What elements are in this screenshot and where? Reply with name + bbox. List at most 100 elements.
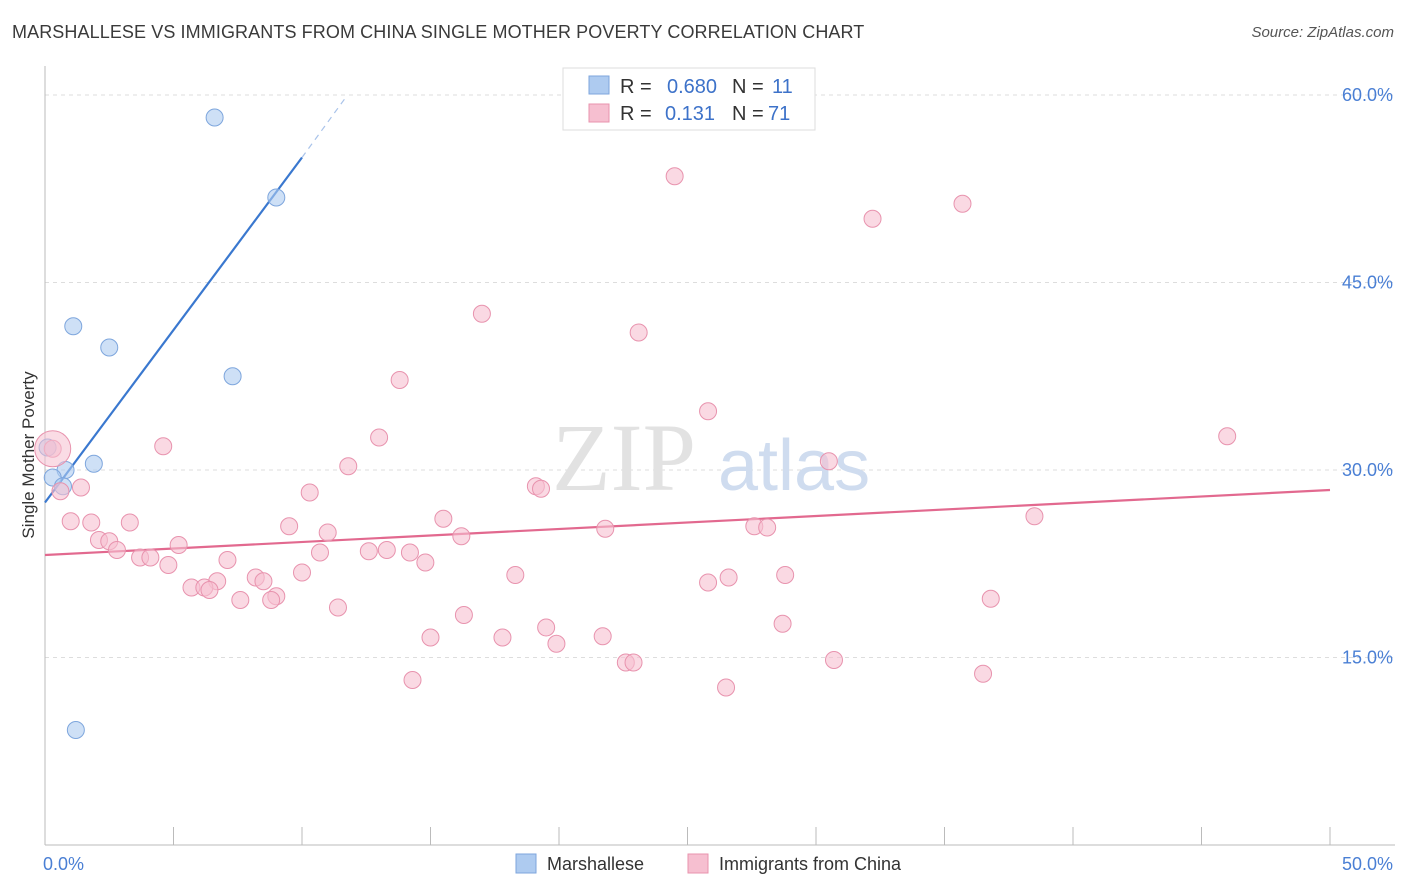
china-point-21 xyxy=(120,513,139,532)
china-point-0 xyxy=(665,167,684,186)
marshallese-point-6 xyxy=(84,454,103,473)
china-point-5 xyxy=(390,371,409,389)
china-point-60 xyxy=(537,618,556,637)
china-point-52 xyxy=(200,581,219,599)
china-point-33 xyxy=(359,542,378,561)
china-point-66 xyxy=(624,653,643,672)
china-point-69 xyxy=(403,671,422,689)
gridlines xyxy=(45,94,1395,658)
china-point-49 xyxy=(699,573,718,592)
china-point-1 xyxy=(953,194,972,213)
china-trend-line xyxy=(44,488,1331,557)
watermark: ZIP atlas xyxy=(552,404,870,511)
china-point-3 xyxy=(472,304,491,323)
china-point-23 xyxy=(280,517,299,536)
china-point-24 xyxy=(596,519,615,538)
china-point-63 xyxy=(593,627,612,646)
china-point-28 xyxy=(452,527,471,546)
bottom-legend-swatch-marshallese xyxy=(515,853,537,874)
legend-n-value-china: 71 xyxy=(768,103,790,125)
china-point-42 xyxy=(506,566,525,584)
china-point-67 xyxy=(824,651,843,669)
marshallese-point-3 xyxy=(100,338,119,357)
china-point-11 xyxy=(819,452,838,471)
marshallese-point-10 xyxy=(66,721,85,739)
y-tick-label-3: 60.0% xyxy=(1342,85,1393,105)
china-point-70 xyxy=(717,678,736,697)
china-point-20 xyxy=(82,513,101,532)
legend-swatch-china xyxy=(588,103,610,123)
chart-title: MARSHALLESE VS IMMIGRANTS FROM CHINA SIN… xyxy=(12,22,865,42)
china-point-41 xyxy=(416,553,435,572)
bottom-legend-label-marshallese: Marshallese xyxy=(547,854,644,874)
china-point-64 xyxy=(547,634,566,653)
marshallese-point-0 xyxy=(205,108,224,127)
watermark-zip: ZIP xyxy=(552,404,696,511)
china-point-57 xyxy=(328,598,347,617)
y-tick-label-2: 45.0% xyxy=(1342,273,1393,293)
china-point-47 xyxy=(254,572,273,591)
china-point-62 xyxy=(493,628,512,647)
bottom-legend-swatch-china xyxy=(687,853,709,874)
legend-n-label-china: N = xyxy=(732,103,764,125)
china-point-17 xyxy=(300,483,319,502)
china-point-27 xyxy=(318,523,337,542)
china-point-59 xyxy=(773,614,792,633)
china-point-56 xyxy=(981,589,1000,608)
china-point-54 xyxy=(231,591,250,609)
tick-labels: 15.0% 30.0% 45.0% 60.0% 0.0% 50.0% xyxy=(43,85,1393,874)
marshallese-trend-line xyxy=(44,156,303,504)
china-point-15 xyxy=(71,478,90,497)
china-point-19 xyxy=(61,512,80,531)
china-point-31 xyxy=(169,536,188,554)
china-point-4 xyxy=(629,323,648,342)
china-point-26 xyxy=(758,518,777,537)
china-point-large xyxy=(34,430,72,468)
china-point-9 xyxy=(154,437,173,456)
data-points xyxy=(34,108,1237,739)
china-point-8 xyxy=(370,428,389,447)
y-tick-label-1: 30.0% xyxy=(1342,460,1393,480)
marshallese-trend-extension xyxy=(301,97,347,158)
marshallese-point-4 xyxy=(223,367,242,386)
china-point-68 xyxy=(974,664,993,683)
china-point-38 xyxy=(141,548,160,567)
bottom-legend: Marshallese Immigrants from China xyxy=(515,853,902,874)
china-point-44 xyxy=(293,563,311,582)
china-point-32 xyxy=(107,541,126,559)
china-point-45 xyxy=(719,568,738,587)
x-tick-label-0: 0.0% xyxy=(43,854,84,874)
china-point-39 xyxy=(159,556,178,574)
marshallese-point-2 xyxy=(64,317,83,336)
legend-n-value-marshallese: 11 xyxy=(772,76,793,98)
china-point-14 xyxy=(532,479,551,498)
legend-r-label-china: R = xyxy=(620,103,652,125)
x-tick-label-1: 50.0% xyxy=(1342,854,1393,874)
china-point-55 xyxy=(262,591,281,609)
legend: R = 0.680 N = 11 R = 0.131 N = 71 xyxy=(562,67,816,131)
china-point-43 xyxy=(776,566,795,584)
china-point-7 xyxy=(1218,427,1237,446)
legend-r-value-marshallese: 0.680 xyxy=(667,76,717,98)
china-point-6 xyxy=(699,402,718,421)
china-point-34 xyxy=(377,541,396,559)
china-point-2 xyxy=(863,209,882,228)
y-tick-label-0: 15.0% xyxy=(1342,648,1393,668)
china-point-16 xyxy=(51,482,70,501)
legend-swatch-marshallese xyxy=(588,75,610,95)
china-point-58 xyxy=(454,606,473,624)
legend-r-value-china: 0.131 xyxy=(665,103,715,125)
legend-r-label-marshallese: R = xyxy=(620,76,652,98)
china-point-61 xyxy=(421,628,440,647)
china-point-18 xyxy=(1025,507,1044,526)
china-point-12 xyxy=(339,457,358,476)
source-credit: Source: ZipAtlas.com xyxy=(1251,24,1394,41)
watermark-atlas: atlas xyxy=(718,426,870,506)
bottom-legend-label-china: Immigrants from China xyxy=(719,854,902,874)
marshallese-point-1 xyxy=(267,188,286,207)
legend-n-label-marshallese: N = xyxy=(732,76,764,98)
china-point-40 xyxy=(218,551,237,569)
trend-lines xyxy=(44,97,1331,557)
china-point-22 xyxy=(434,509,453,528)
